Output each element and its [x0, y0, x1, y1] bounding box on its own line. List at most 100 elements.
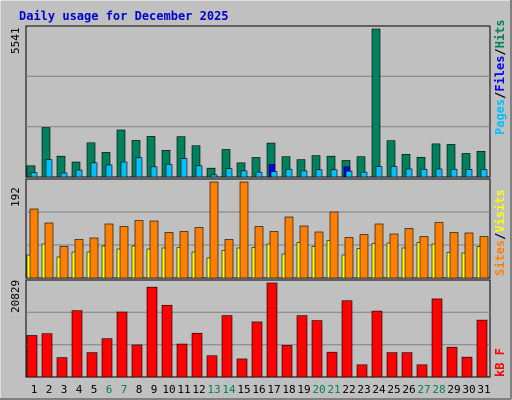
bar-pages-day-12 — [195, 165, 203, 178]
x-tick-label-day-7: 7 — [121, 383, 128, 396]
x-tick-label-day-15: 15 — [237, 383, 250, 396]
bar-pages-day-20 — [315, 169, 323, 178]
bar-sites-day-20 — [314, 231, 324, 279]
x-tick-label-day-21: 21 — [327, 383, 340, 396]
bar-kb-f-day-18 — [281, 345, 293, 378]
bar-pages-day-17 — [270, 171, 278, 178]
bar-pages-day-27 — [420, 168, 428, 178]
bar-kb-f-day-12 — [191, 332, 203, 378]
bar-sites-day-3 — [59, 246, 69, 279]
bar-kb-f-day-24 — [371, 310, 383, 378]
bar-pages-day-26 — [405, 168, 413, 178]
bar-sites-day-1 — [29, 208, 39, 279]
legend-kbytes: kB F — [493, 348, 507, 377]
bar-kb-f-day-11 — [176, 343, 188, 378]
bar-pages-day-3 — [60, 172, 68, 178]
x-tick-label-day-3: 3 — [61, 383, 68, 396]
bar-hits-day-24 — [371, 28, 381, 178]
x-tick-label-day-18: 18 — [282, 383, 295, 396]
bar-sites-day-14 — [224, 239, 234, 279]
bar-sites-day-4 — [74, 239, 84, 279]
bar-kb-f-day-30 — [461, 356, 473, 378]
bar-pages-day-23 — [360, 171, 368, 178]
bar-kb-f-day-21 — [326, 351, 338, 378]
panel-1-max-label: 5541 — [9, 28, 22, 55]
bar-pages-day-11 — [180, 158, 188, 178]
bar-sites-day-19 — [299, 225, 309, 279]
bar-pages-day-28 — [435, 168, 443, 178]
bar-kb-f-day-28 — [431, 298, 443, 378]
bar-pages-day-21 — [330, 169, 338, 178]
panel-3: 20829 — [9, 279, 491, 378]
bar-pages-day-8 — [135, 157, 143, 178]
bar-pages-day-29 — [450, 168, 458, 178]
legend-hits: Hits — [493, 19, 507, 48]
panel-2: 192 — [9, 178, 491, 279]
legend-panel-1: Pages/Files/Hits — [493, 19, 507, 135]
bar-sites-day-7 — [119, 226, 129, 279]
x-tick-label-day-31: 31 — [477, 383, 490, 396]
x-tick-label-day-20: 20 — [312, 383, 325, 396]
bar-pages-day-25 — [390, 166, 398, 178]
panel-2-max-label: 192 — [9, 187, 22, 207]
x-tick-label-day-10: 10 — [162, 383, 175, 396]
bar-pages-day-18 — [285, 168, 293, 178]
bar-sites-day-15 — [239, 181, 249, 279]
bar-sites-day-27 — [419, 236, 429, 279]
x-tick-label-day-13: 13 — [207, 383, 220, 396]
x-tick-label-day-25: 25 — [387, 383, 400, 396]
bar-kb-f-day-6 — [101, 338, 113, 378]
bar-pages-day-7 — [120, 161, 128, 178]
x-tick-label-day-24: 24 — [372, 383, 386, 396]
bar-kb-f-day-20 — [311, 320, 323, 378]
chart-title: Daily usage for December 2025 — [19, 9, 229, 23]
bar-sites-day-31 — [479, 236, 489, 279]
bar-pages-day-13 — [210, 174, 218, 178]
x-tick-label-day-17: 17 — [267, 383, 280, 396]
x-tick-label-day-8: 8 — [136, 383, 143, 396]
bar-sites-day-12 — [194, 227, 204, 279]
bar-kb-f-day-5 — [86, 352, 98, 378]
panel-1: 5541 — [9, 25, 491, 178]
x-tick-label-day-11: 11 — [177, 383, 190, 396]
bar-pages-day-1 — [30, 172, 38, 178]
bar-kb-f-day-2 — [41, 333, 53, 378]
x-tick-label-day-27: 27 — [417, 383, 430, 396]
bar-sites-day-24 — [374, 223, 384, 279]
legend-files: Files — [493, 56, 507, 92]
bar-pages-day-19 — [300, 170, 308, 178]
x-axis-labels: 1 2 3 4 5 6 7 8 9 10 11 12 13 14 15 16 17 18 19 20 21 22 23 24 2… — [31, 383, 491, 396]
bar-sites-day-18 — [284, 216, 294, 279]
bar-sites-day-6 — [104, 223, 114, 279]
x-tick-label-day-26: 26 — [402, 383, 415, 396]
bar-sites-day-9 — [149, 220, 159, 279]
bar-sites-day-22 — [344, 237, 354, 279]
bar-kb-f-day-3 — [56, 357, 68, 378]
bar-sites-day-28 — [434, 222, 444, 279]
bar-kb-f-day-9 — [146, 286, 158, 378]
legend-pages: Pages — [493, 99, 507, 135]
bar-sites-day-10 — [164, 232, 174, 279]
bar-sites-day-5 — [89, 237, 99, 279]
bar-sites-day-16 — [254, 226, 264, 279]
x-tick-label-day-9: 9 — [151, 383, 158, 396]
x-tick-label-day-4: 4 — [76, 383, 83, 396]
bar-sites-day-30 — [464, 232, 474, 279]
bar-pages-day-9 — [150, 166, 158, 178]
bar-kb-f-day-7 — [116, 311, 128, 378]
x-tick-label-day-2: 2 — [46, 383, 53, 396]
bar-pages-day-6 — [105, 164, 113, 178]
x-tick-label-day-5: 5 — [91, 383, 98, 396]
x-tick-label-day-14: 14 — [222, 383, 236, 396]
bar-sites-day-21 — [329, 211, 339, 279]
bar-sites-day-29 — [449, 232, 459, 279]
x-tick-label-day-1: 1 — [31, 383, 38, 396]
legend-sep-1: / — [493, 92, 507, 99]
bar-sites-day-26 — [404, 228, 414, 279]
x-tick-label-day-23: 23 — [357, 383, 370, 396]
x-tick-label-day-12: 12 — [192, 383, 205, 396]
bar-kb-f-day-1 — [26, 335, 38, 378]
bar-kb-f-day-8 — [131, 344, 143, 378]
bar-sites-day-2 — [44, 222, 54, 279]
